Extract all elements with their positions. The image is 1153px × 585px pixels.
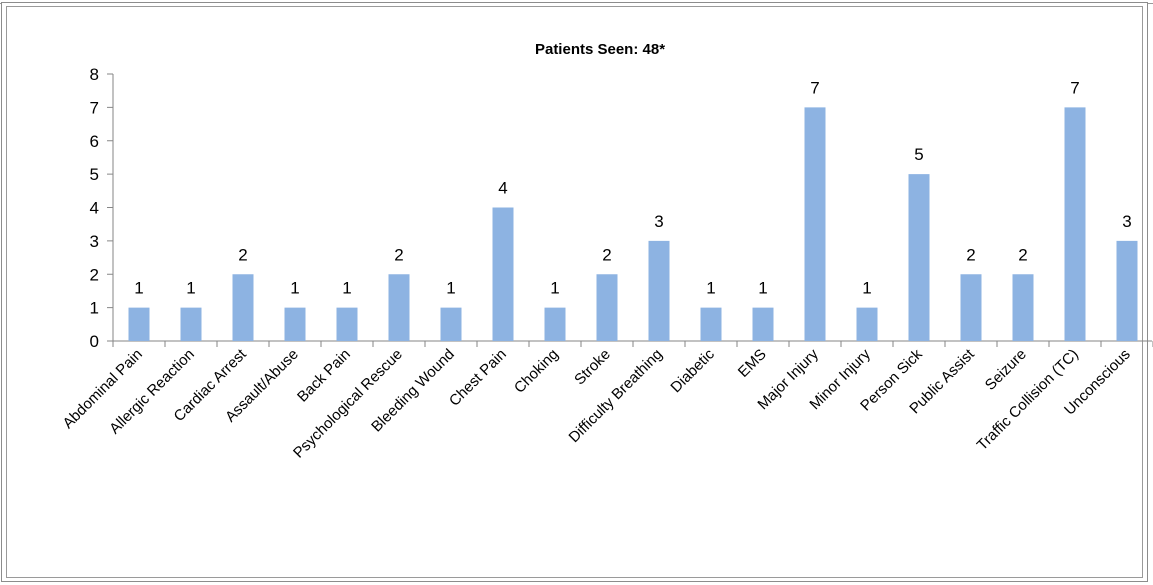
bar: [336, 307, 358, 341]
y-tick-label: 5: [90, 165, 99, 184]
y-tick-label: 7: [90, 98, 99, 117]
data-label: 1: [342, 279, 351, 298]
data-labels: 1 1 2 1 1 2 1 4 1 2 3 1 1 7 1 5 2 2 7 3: [134, 78, 1131, 297]
x-tick-label: EMS: [735, 346, 770, 381]
bar: [908, 174, 930, 341]
bar: [856, 307, 878, 341]
x-tick-label: Diabetic: [667, 345, 718, 396]
data-label: 1: [706, 279, 715, 298]
data-label: 2: [602, 245, 611, 264]
bar: [700, 307, 722, 341]
y-tick-label: 1: [90, 299, 99, 318]
data-label: 1: [290, 279, 299, 298]
bar: [1064, 107, 1086, 341]
y-tick-label: 3: [90, 232, 99, 251]
data-label: 2: [1018, 245, 1027, 264]
y-tick-label: 6: [90, 132, 99, 151]
x-tick-label: Chest Pain: [446, 346, 510, 410]
data-label: 1: [186, 279, 195, 298]
x-tick-label: Stroke: [571, 346, 614, 389]
y-tick-label: 0: [90, 332, 99, 351]
data-label: 1: [758, 279, 767, 298]
bar: [544, 307, 566, 341]
data-label: 7: [1070, 78, 1079, 97]
bar: [1116, 240, 1138, 341]
x-tick-label: Seizure: [982, 346, 1030, 394]
data-label: 5: [914, 145, 923, 164]
data-label: 2: [394, 245, 403, 264]
bar: [232, 274, 254, 341]
bar: [388, 274, 410, 341]
bar: [752, 307, 774, 341]
bar: [804, 107, 826, 341]
bar: [284, 307, 306, 341]
y-tick-label: 8: [90, 65, 99, 84]
data-label: 3: [1122, 212, 1131, 231]
bar: [648, 240, 670, 341]
x-tick-label: Choking: [511, 346, 562, 397]
bar: [128, 307, 150, 341]
bar: [1012, 274, 1034, 341]
data-label: 1: [862, 279, 871, 298]
data-label: 2: [238, 245, 247, 264]
x-tick-label: Difficulty Breathing: [566, 346, 666, 446]
bars: [128, 107, 1138, 341]
y-tick-label: 4: [90, 199, 99, 218]
chart-frame-inner: [6, 6, 1143, 578]
bar: [960, 274, 982, 341]
data-label: 4: [498, 179, 507, 198]
bar: [492, 207, 514, 341]
axes: 0 1 2 3 4 5 6 7 8: [90, 65, 1153, 351]
y-tick-label: 2: [90, 265, 99, 284]
data-label: 1: [550, 279, 559, 298]
bar: [596, 274, 618, 341]
data-label: 1: [134, 279, 143, 298]
chart-title: Patients Seen: 48*: [535, 41, 665, 58]
data-label: 1: [446, 279, 455, 298]
bar: [180, 307, 202, 341]
data-label: 7: [810, 78, 819, 97]
data-label: 2: [966, 245, 975, 264]
bar: [440, 307, 462, 341]
data-label: 3: [654, 212, 663, 231]
x-tick-label: Traffic Collision (TC): [974, 346, 1082, 454]
